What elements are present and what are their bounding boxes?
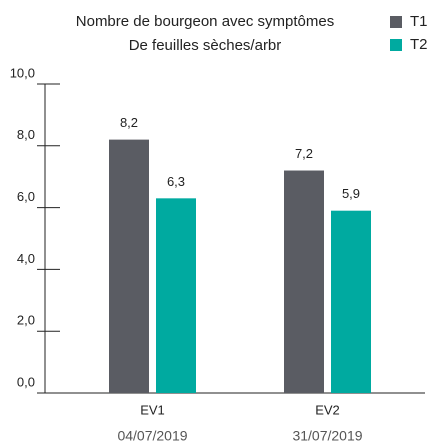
value-label: 8,2 — [120, 115, 138, 130]
y-tick-label: 6,0 — [17, 189, 35, 204]
bar — [284, 170, 324, 393]
value-label: 7,2 — [295, 146, 313, 161]
legend-swatch — [390, 16, 402, 28]
chart-title: Nombre de bourgeon avec symptômes — [76, 13, 334, 30]
y-tick-label: 4,0 — [17, 251, 35, 266]
y-tick-label: 2,0 — [17, 313, 35, 328]
legend-label: T2 — [410, 36, 428, 53]
legend-label: T1 — [410, 13, 428, 30]
x-tick-sublabel: 31/07/2019 — [292, 428, 362, 444]
bar — [109, 139, 149, 393]
legend-swatch — [390, 39, 402, 51]
y-tick-label: 8,0 — [17, 127, 35, 142]
value-label: 6,3 — [167, 174, 185, 189]
x-tick-label: EV2 — [315, 402, 340, 417]
chart-title: De feuilles sèches/arbr — [129, 37, 282, 54]
bar — [331, 210, 371, 393]
x-tick-sublabel: 04/07/2019 — [117, 428, 187, 444]
y-tick-label: 10,0 — [10, 65, 35, 80]
bar — [156, 198, 196, 393]
value-label: 5,9 — [342, 186, 360, 201]
x-tick-label: EV1 — [140, 402, 165, 417]
y-tick-label: 0,0 — [17, 374, 35, 389]
